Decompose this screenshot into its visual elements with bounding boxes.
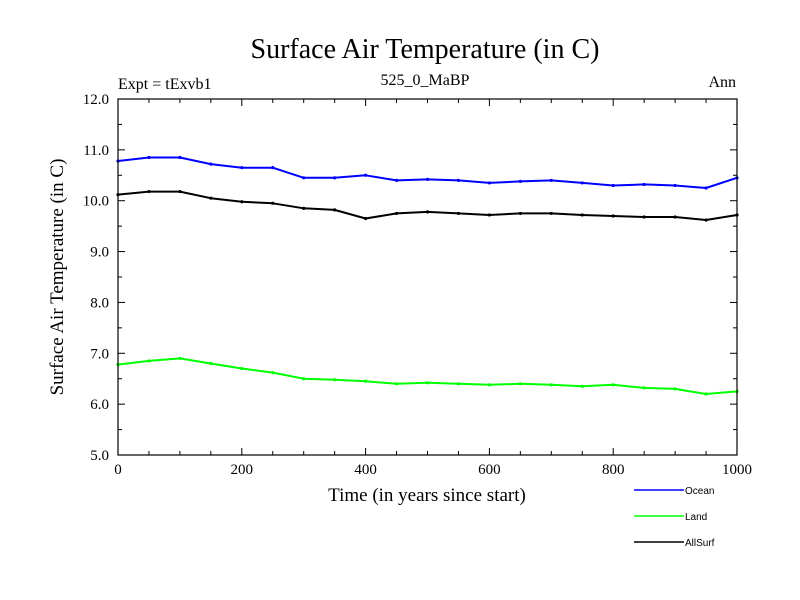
data-point-ocean	[549, 178, 553, 182]
data-point-land	[147, 359, 151, 363]
legend-label-allsurf: AllSurf	[685, 538, 715, 549]
data-point-land	[487, 383, 491, 387]
data-point-land	[209, 361, 213, 366]
data-point-allsurf	[704, 218, 708, 222]
data-point-land	[518, 382, 522, 386]
data-point-allsurf	[364, 216, 368, 221]
x-tick-label: 800	[602, 462, 625, 478]
data-point-ocean	[394, 178, 399, 182]
data-point-allsurf	[271, 201, 275, 205]
series-layer	[116, 155, 739, 396]
data-point-land	[394, 382, 399, 386]
data-point-ocean	[487, 181, 491, 185]
data-point-ocean	[240, 166, 244, 170]
data-point-allsurf	[642, 215, 646, 219]
data-point-allsurf	[549, 211, 553, 216]
season-label: Ann	[708, 74, 736, 91]
data-point-allsurf	[487, 213, 491, 217]
x-tick-label: 600	[478, 462, 501, 478]
data-point-land	[240, 366, 244, 371]
y-tick-label: 8.0	[90, 295, 109, 311]
data-point-ocean	[364, 173, 368, 177]
x-tick-label: 1000	[722, 462, 752, 478]
data-point-ocean	[425, 177, 430, 181]
y-tick-label: 9.0	[90, 245, 109, 261]
y-tick-label: 7.0	[90, 346, 109, 362]
plot-frame	[117, 98, 738, 456]
experiment-label: Expt = tExvb1	[118, 76, 211, 93]
ticks-layer: 0 200 400 600 800 1000 5.0 6.0 7.0 8.0 9.0 10.0 11.0…	[83, 92, 752, 478]
data-point-ocean	[271, 166, 275, 170]
data-point-ocean	[178, 155, 182, 160]
legend-label-land: Land	[685, 512, 707, 523]
y-axis-label: Surface Air Temperature (in C)	[47, 159, 68, 396]
data-point-land	[580, 384, 584, 388]
x-axis-label: Time (in years since start)	[328, 485, 526, 506]
data-point-ocean	[209, 162, 213, 166]
data-point-ocean	[147, 155, 151, 160]
data-point-land	[611, 383, 615, 387]
y-tick-label: 6.0	[90, 397, 109, 413]
y-tick-label: 12.0	[83, 92, 109, 108]
data-point-ocean	[302, 176, 306, 180]
data-point-allsurf	[147, 189, 151, 194]
y-tick-label: 11.0	[83, 143, 109, 159]
data-point-allsurf	[302, 206, 306, 210]
data-point-land	[704, 392, 708, 396]
data-point-ocean	[580, 181, 584, 185]
data-point-allsurf	[209, 196, 213, 200]
chart-title: Surface Air Temperature (in C)	[251, 34, 600, 65]
legend: Ocean Land AllSurf	[634, 486, 715, 549]
data-point-ocean	[456, 178, 461, 182]
data-point-land	[642, 386, 646, 390]
data-point-land	[178, 356, 182, 360]
data-point-allsurf	[240, 200, 244, 204]
data-point-land	[364, 379, 368, 383]
data-point-allsurf	[425, 210, 430, 214]
data-point-ocean	[518, 179, 522, 183]
y-tick-label: 10.0	[83, 194, 109, 210]
data-point-ocean	[611, 183, 615, 188]
data-point-ocean	[642, 182, 646, 187]
data-point-allsurf	[456, 211, 461, 216]
data-point-land	[425, 381, 430, 385]
period-label: 525_0_MaBP	[381, 72, 470, 89]
data-point-allsurf	[580, 213, 584, 217]
data-point-allsurf	[611, 214, 615, 218]
data-point-land	[333, 378, 337, 382]
y-tick-label: 5.0	[90, 448, 109, 464]
data-point-ocean	[333, 176, 337, 180]
x-tick-label: 0	[114, 462, 122, 478]
data-point-ocean	[673, 183, 677, 188]
data-point-land	[456, 382, 461, 386]
x-tick-label: 400	[354, 462, 377, 478]
data-point-land	[549, 383, 553, 387]
data-point-land	[673, 387, 677, 391]
data-point-allsurf	[673, 215, 677, 219]
data-point-land	[271, 371, 275, 375]
legend-label-ocean: Ocean	[685, 486, 714, 497]
data-point-allsurf	[333, 208, 337, 212]
data-point-ocean	[704, 186, 708, 190]
data-point-allsurf	[178, 189, 182, 194]
data-point-allsurf	[518, 211, 522, 216]
x-tick-label: 200	[231, 462, 254, 478]
data-point-allsurf	[394, 211, 399, 216]
data-point-land	[302, 377, 306, 381]
